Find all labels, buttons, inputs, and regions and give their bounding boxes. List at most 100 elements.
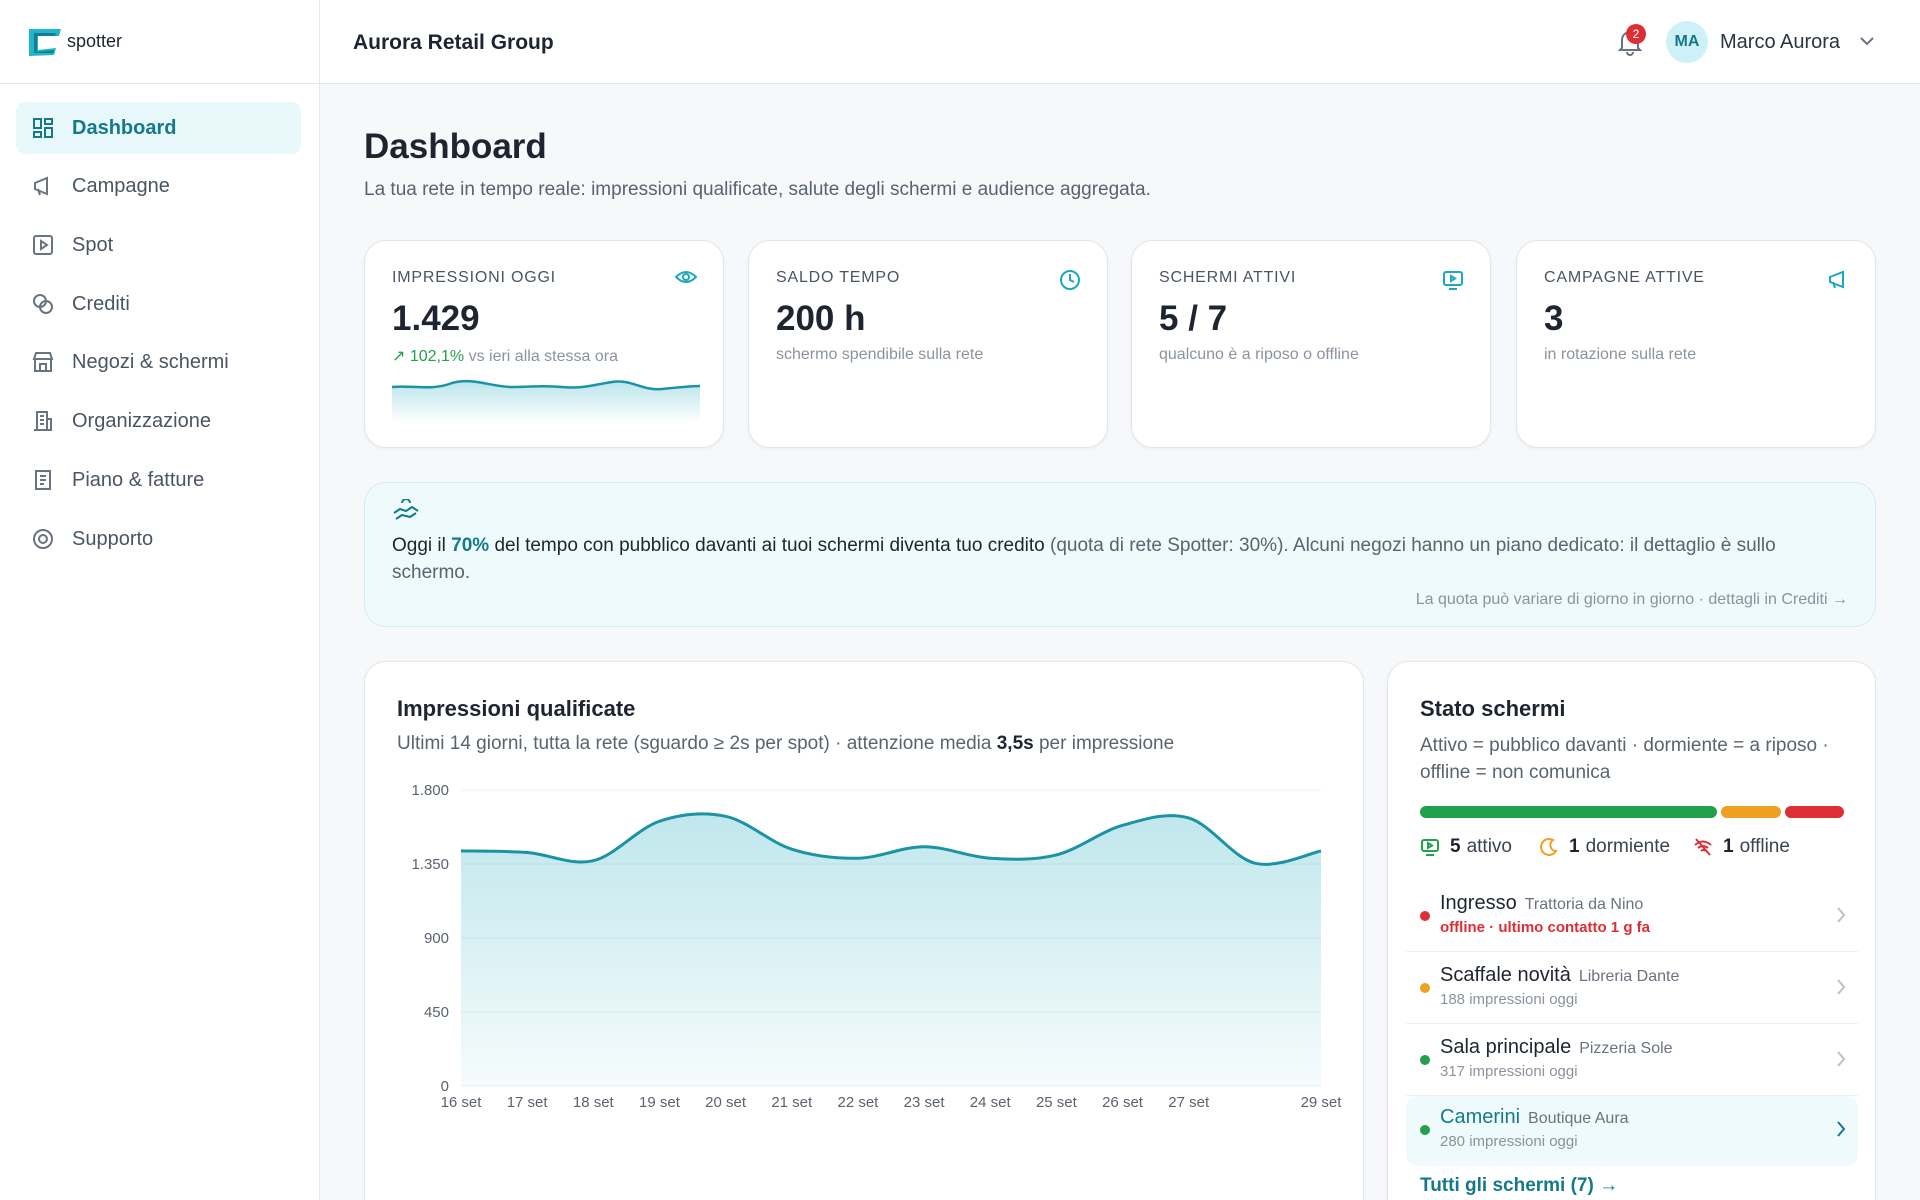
screen-detail: 317 impressioni oggi: [1440, 1063, 1578, 1080]
icon: [1829, 270, 1844, 289]
status-segment: [1420, 806, 1718, 818]
area: [461, 813, 1321, 1086]
highlight: 70%: [451, 535, 490, 556]
nav-item[interactable]: Supporto: [16, 513, 301, 565]
icon: [675, 271, 697, 283]
banner-footnote[interactable]: La quota può variare di giorno in giorno…: [1415, 591, 1848, 608]
brand-name: spotter: [67, 31, 123, 51]
screen-name: Camerini Boutique Aura: [1440, 1106, 1629, 1129]
chevron: [1837, 907, 1846, 923]
screen-title: Camerini: [1440, 1106, 1521, 1128]
status-count: 5 attivo: [1420, 836, 1512, 858]
screen-detail: offline · ultimo contatto 1 g fa: [1440, 919, 1650, 936]
nav-label: Crediti: [72, 292, 130, 315]
screen-row[interactable]: Camerini Boutique Aura 280 impressioni ogg…: [1406, 1096, 1858, 1166]
icon: [393, 499, 419, 520]
screen-name: Ingresso Trattoria da Nino: [1440, 892, 1643, 915]
all-screens-link[interactable]: Tutti gli schermi (7) →: [1420, 1175, 1619, 1196]
screen-title: Scaffale novità: [1440, 964, 1571, 986]
y-tick-label: 1.350: [411, 856, 449, 873]
kpi-note: ↗ 102,1% vs ieri alla stessa ora: [392, 348, 618, 365]
x-tick-label: 16 set: [441, 1094, 483, 1111]
status-count: 1 offline: [1693, 836, 1790, 858]
x-tick-label: 22 set: [837, 1094, 879, 1111]
status-subtitle: Attivo = pubblico davanti · dormiente = …: [1420, 735, 1829, 783]
icon: [34, 411, 52, 431]
x-tick-label: 17 set: [507, 1094, 549, 1111]
kpi-note-text: vs ieri alla stessa ora: [468, 348, 618, 365]
screen-row[interactable]: Ingresso Trattoria da Nino offline · ultim…: [1406, 882, 1858, 952]
info-banner: Oggi il 70% del tempo con pubblico davan…: [364, 482, 1876, 627]
screen-title: Ingresso: [1440, 892, 1517, 914]
chart-subtitle: Ultimi 14 giorni, tutta la rete (sguardo…: [397, 733, 1174, 755]
chevron: [1837, 979, 1846, 995]
kpi-card: CAMPAGNE ATTIVE 3 in rotazione sulla ret…: [1516, 240, 1876, 448]
icon: [34, 176, 48, 196]
icon: [32, 352, 54, 372]
count-value: 1: [1569, 836, 1580, 857]
chevron: [1837, 1051, 1846, 1067]
x-tick-label: 29 set: [1301, 1094, 1343, 1111]
kpi-value: 3: [1544, 299, 1564, 338]
screen-detail: 280 impressioni oggi: [1440, 1133, 1578, 1150]
screen-row[interactable]: Sala principale Pizzeria Sole 317 impressi…: [1406, 1026, 1858, 1096]
screen-name: Scaffale novità Libreria Dante: [1440, 964, 1679, 987]
kpi-note: qualcuno è a riposo o offline: [1159, 346, 1359, 363]
chevron: [1860, 37, 1874, 46]
kpi-value: 200 h: [776, 299, 866, 338]
page-subtitle: La tua rete in tempo reale: impressioni …: [364, 179, 1151, 200]
nav-item[interactable]: Negozi & schermi: [16, 336, 301, 388]
kpi-card: SCHERMI ATTIVI 5 / 7 qualcuno è a riposo…: [1131, 240, 1491, 448]
x-tick-label: 18 set: [573, 1094, 615, 1111]
nav-label: Dashboard: [72, 116, 177, 139]
nav-item[interactable]: Organizzazione: [16, 395, 301, 447]
screen-store: Trattoria da Nino: [1524, 896, 1644, 913]
chevron: [1837, 1121, 1846, 1137]
nav-label: Spot: [72, 233, 114, 256]
y-tick-label: 1.800: [411, 782, 449, 799]
y-tick-label: 900: [424, 930, 449, 947]
nav-item[interactable]: Campagne: [16, 160, 301, 212]
nav-item[interactable]: Dashboard: [16, 102, 301, 154]
nav-label: Negozi & schermi: [72, 350, 229, 373]
banner-text: Oggi il 70% del tempo con pubblico davan…: [392, 532, 1852, 586]
sparkline: [392, 379, 700, 423]
count-name: offline: [1739, 836, 1790, 857]
x-tick-label: 24 set: [970, 1094, 1012, 1111]
user-name[interactable]: Marco Aurora: [1720, 31, 1841, 53]
kpi-card: IMPRESSIONI OGGI 1.429 ↗ 102,1% vs ieri …: [364, 240, 724, 448]
top-bar: Aurora Retail Group 2 MA Marco Aurora: [320, 0, 1920, 84]
text: Oggi il: [392, 535, 452, 556]
status-dot: [1420, 1055, 1430, 1065]
status-counts: 5 attivo 1 dormiente 1 offline: [1420, 836, 1860, 866]
icon: [33, 118, 53, 138]
nav-item[interactable]: Spot: [16, 219, 301, 271]
x-tick-label: 19 set: [639, 1094, 681, 1111]
kpi-label: IMPRESSIONI OGGI: [392, 269, 556, 286]
status-bar: [1420, 806, 1844, 818]
screen-row[interactable]: Scaffale novità Libreria Dante 188 impress…: [1406, 954, 1858, 1024]
avatar[interactable]: MA: [1666, 21, 1708, 63]
icon: [1060, 270, 1080, 290]
x-tick-label: 23 set: [904, 1094, 946, 1111]
x-tick-label: 21 set: [771, 1094, 813, 1111]
nav-item[interactable]: Piano & fatture: [16, 454, 301, 506]
kpi-label: SALDO TEMPO: [776, 269, 901, 286]
chart: 0 450 900 1.350 1.800 16 set 17 set 18 set 19 se…: [411, 782, 1343, 1111]
kpi-note: in rotazione sulla rete: [1544, 346, 1697, 363]
icon: [1421, 839, 1439, 856]
emphasis: 3,5s: [996, 733, 1034, 754]
line: [460, 812, 1322, 866]
x-tick-label: 26 set: [1102, 1094, 1144, 1111]
nav-label: Supporto: [72, 527, 154, 550]
icon: [33, 294, 53, 314]
text: del tempo con pubblico davanti ai tuoi s…: [489, 535, 1045, 556]
kpi-value: 1.429: [392, 299, 480, 338]
count-value: 5: [1450, 836, 1461, 857]
org-name: Aurora Retail Group: [353, 31, 554, 54]
brand[interactable]: spotter: [0, 0, 319, 84]
y-tick-label: 0: [441, 1078, 449, 1095]
nav-item[interactable]: Crediti: [16, 278, 301, 330]
nav-label: Piano & fatture: [72, 468, 205, 491]
kpi-value: 5 / 7: [1159, 299, 1228, 338]
